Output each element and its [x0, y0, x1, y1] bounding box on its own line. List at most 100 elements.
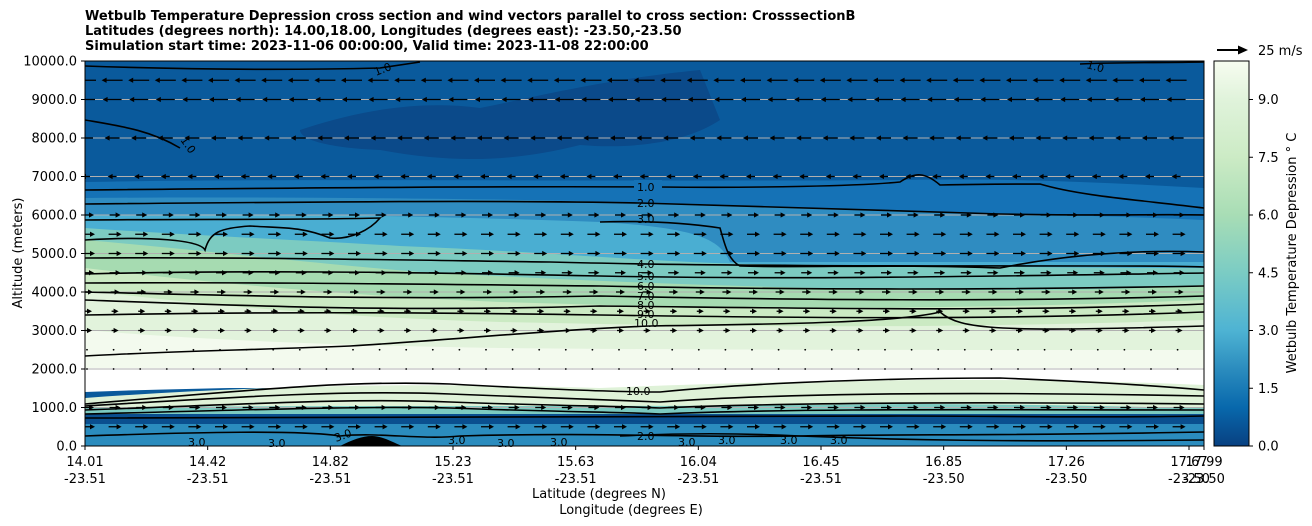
wind-vector-head: [1112, 77, 1118, 83]
wind-vector: [112, 348, 115, 351]
wind-vector: [485, 348, 487, 351]
wind-vector-head: [128, 77, 134, 83]
wind-vector-head: [1099, 270, 1105, 276]
wind-vector-head: [675, 250, 681, 257]
wind-vector-head: [861, 424, 867, 430]
wind-vector: [86, 368, 88, 370]
wind-vector-head: [89, 404, 94, 411]
wind-vector-head: [273, 308, 279, 314]
wind-vector-head: [1178, 289, 1184, 295]
wind-vector-head: [89, 212, 94, 218]
wind-vector-head: [913, 404, 919, 411]
wind-vector-head: [382, 424, 388, 430]
contour-low-c: [85, 406, 1204, 415]
wind-vector-head: [1020, 404, 1025, 411]
wind-vector-head: [1044, 308, 1050, 314]
wind-vector-head: [113, 327, 119, 334]
wind-vector-head: [595, 424, 601, 430]
wind-vector-head: [261, 77, 267, 83]
y-tick-label: 8000.0: [32, 132, 78, 147]
wind-vector-head: [1071, 327, 1077, 334]
wind-vector: [86, 348, 88, 351]
contour-label-1-top: 1.0: [372, 60, 393, 79]
colorbar-tick-label: 6.0: [1258, 209, 1279, 224]
contour-label-6: 6.0: [637, 280, 655, 293]
wind-vector-head: [382, 231, 388, 237]
wind-vector-head: [1179, 270, 1185, 276]
colorbar-ticks: 0.0 1.5 3.0 4.5 6.0 7.5 9.0: [1249, 93, 1279, 455]
wind-vector-head: [169, 424, 175, 430]
wind-vector: [724, 348, 727, 351]
x-tick-label-lon: -23.51: [187, 472, 229, 487]
wind-vector-head: [1153, 212, 1158, 218]
wind-vector-head: [594, 404, 600, 411]
wind-vector-head: [755, 250, 760, 257]
wind-vector-head: [743, 135, 748, 141]
wind-vector-head: [421, 96, 427, 103]
contour-label-3-a: 3.0: [188, 436, 206, 449]
wind-vector: [644, 368, 647, 370]
wind-vector-head: [1006, 77, 1011, 83]
wind-vector-head: [752, 327, 757, 334]
wind-vector-head: [728, 424, 734, 430]
wind-vector-head: [448, 96, 454, 103]
wind-vector-head: [825, 173, 831, 180]
wind-vector-head: [1100, 424, 1106, 430]
wind-vector-head: [276, 250, 282, 257]
wind-vector-head: [460, 289, 466, 295]
colorbar-tick-label: 4.5: [1258, 266, 1279, 281]
wind-vector-head: [887, 404, 892, 411]
wind-vector-head: [1179, 212, 1185, 218]
wind-vector-head: [222, 212, 227, 218]
wind-vector-head: [1047, 250, 1053, 257]
wind-vector-head: [1177, 327, 1183, 334]
wind-vector-head: [168, 404, 174, 411]
wind-vector-head: [293, 173, 299, 180]
wind-vector-head: [115, 270, 121, 276]
wind-vector-head: [772, 173, 778, 180]
wind-vector-head: [1151, 308, 1156, 314]
wind-vector: [139, 348, 142, 351]
wind-vector-head: [689, 135, 695, 141]
wind-vector-head: [568, 424, 574, 430]
wind-vector-head: [1099, 404, 1105, 411]
x-tick-label-lat: 15.63: [557, 455, 594, 470]
wind-vector-head: [767, 96, 773, 103]
wind-vector-head: [274, 289, 280, 295]
terrain-peak: [340, 436, 402, 446]
wind-vector-head: [288, 96, 294, 103]
wind-vector-head: [645, 327, 651, 334]
wind-vector-head: [621, 212, 626, 218]
wind-vector-head: [461, 212, 467, 218]
wind-vector-head: [326, 308, 332, 314]
wind-vector-head: [860, 404, 866, 411]
wind-vector: [245, 348, 248, 351]
wind-vector-head: [368, 96, 374, 103]
wind-vector-head: [329, 250, 335, 257]
wind-vector-head: [248, 212, 254, 218]
wind-vector: [724, 368, 727, 370]
wind-vector-head: [142, 270, 148, 276]
wind-vector-head: [556, 135, 562, 141]
wind-vector: [1150, 368, 1152, 370]
layer-low-green: [85, 379, 1204, 412]
wind-vector-head: [273, 327, 279, 334]
wind-vector-head: [142, 404, 148, 411]
wind-vector: [272, 348, 275, 351]
wind-vector: [139, 368, 142, 370]
wind-vector-head: [902, 135, 908, 141]
wind-vector-head: [302, 250, 308, 257]
wind-vector: [963, 348, 966, 351]
wind-vector-head: [1099, 212, 1105, 218]
wind-vector-head: [1100, 231, 1106, 237]
wind-vector-head: [409, 424, 415, 430]
wind-vector: [564, 348, 567, 351]
wind-vector-head: [913, 270, 919, 276]
x-tick-label-lon: -23.50: [1183, 472, 1225, 487]
clabel-bg: [634, 180, 662, 194]
wind-vector-head: [409, 231, 415, 237]
wind-vector-head: [858, 308, 864, 314]
wind-vector-head: [302, 424, 308, 430]
wind-vector-head: [209, 96, 214, 103]
contour-label-3-g: 3.0: [678, 436, 696, 449]
